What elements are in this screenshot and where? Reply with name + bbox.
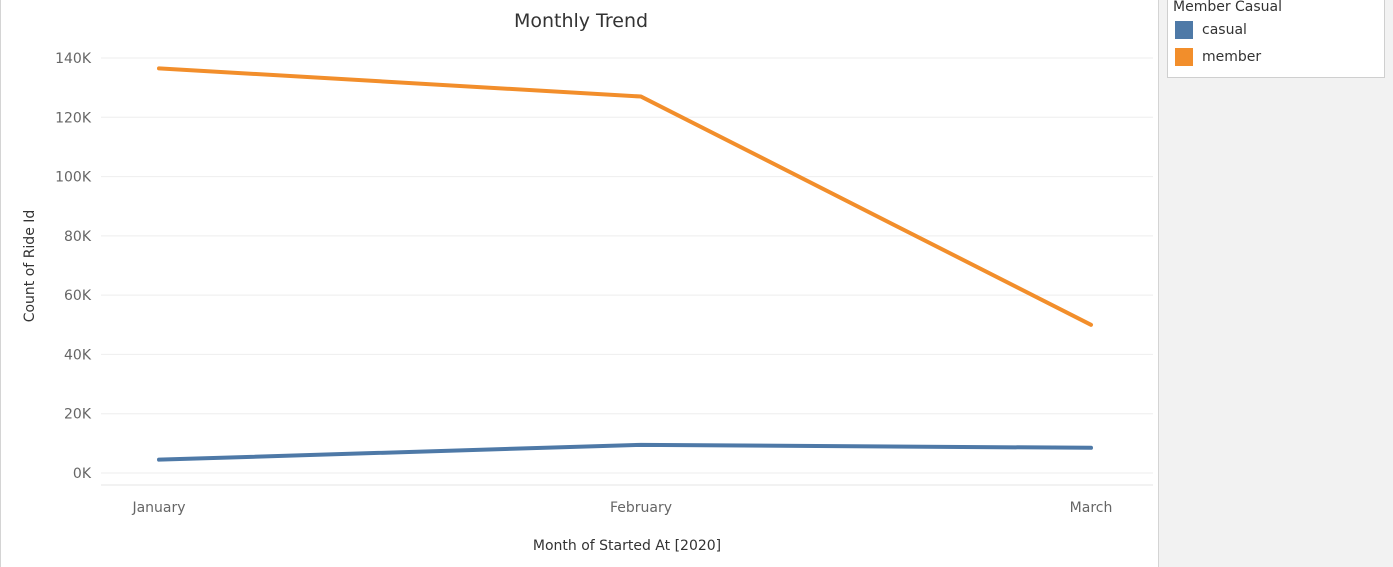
legend-title: Member Casual xyxy=(1173,0,1283,15)
chart-pane: January February March 0K 20K 40K 60K 80K 100K 1… xyxy=(0,0,1159,567)
legend-swatch-member xyxy=(1175,48,1193,66)
series-line-casual[interactable] xyxy=(157,442,1093,462)
legend-label-member: member xyxy=(1202,49,1262,65)
y-tick-label: 60K xyxy=(64,288,92,304)
x-axis-title: Month of Started At [2020] xyxy=(533,538,721,554)
legend-item-member[interactable]: member xyxy=(1175,48,1261,66)
y-tick-label: 120K xyxy=(55,110,92,126)
x-tick-label: January xyxy=(131,500,185,516)
monthly-trend-chart[interactable]: January February March 0K 20K 40K 60K 80K 100K 1… xyxy=(1,0,1159,567)
series-line-member[interactable] xyxy=(157,66,1093,327)
chart-title: Monthly Trend xyxy=(514,10,648,32)
y-tick-label: 80K xyxy=(64,229,92,245)
gridlines xyxy=(101,57,1153,486)
x-tick-label: March xyxy=(1070,500,1113,516)
y-tick-label: 20K xyxy=(64,407,92,423)
x-axis: January February March xyxy=(131,500,1112,516)
y-tick-label: 0K xyxy=(73,466,92,482)
series-lines xyxy=(157,66,1093,462)
legend-label-casual: casual xyxy=(1202,22,1247,38)
y-axis: 0K 20K 40K 60K 80K 100K 120K 140K xyxy=(55,51,92,482)
side-pane: Member Casual casual member xyxy=(1158,0,1393,567)
legend-item-casual[interactable]: casual xyxy=(1175,21,1247,39)
y-tick-label: 140K xyxy=(55,51,92,67)
y-tick-label: 100K xyxy=(55,170,92,186)
legend-swatch-casual xyxy=(1175,21,1193,39)
y-tick-label: 40K xyxy=(64,347,92,363)
legend[interactable]: Member Casual casual member xyxy=(1167,0,1385,78)
x-tick-label: February xyxy=(610,500,672,516)
y-axis-title: Count of Ride Id xyxy=(22,210,38,323)
